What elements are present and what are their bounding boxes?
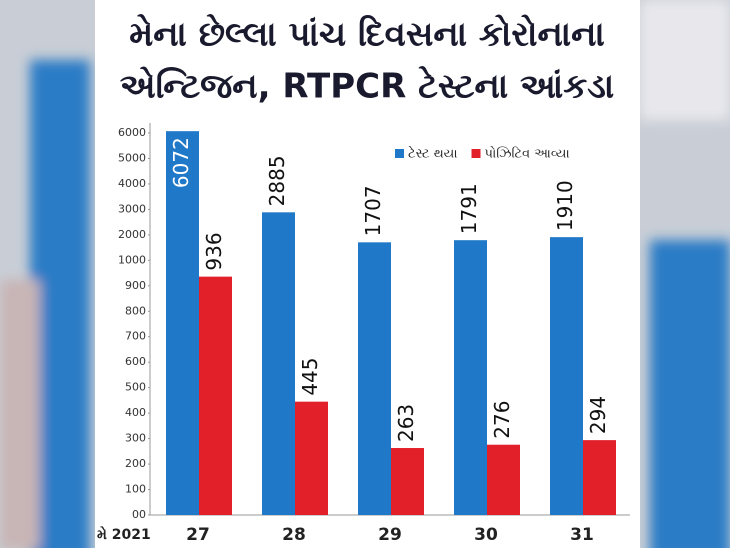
bar	[391, 448, 424, 515]
bar	[262, 212, 295, 515]
y-tick-label: 600	[125, 355, 146, 368]
value-label: 1910	[553, 180, 577, 231]
title-line: એન્ટિજન, RTPCR ટેસ્ટના આંકડા	[120, 65, 615, 106]
y-tick-label: 100	[125, 483, 146, 496]
y-tick-label: 00	[132, 508, 146, 521]
bar	[487, 444, 520, 515]
x-tick-label: 31	[570, 525, 594, 545]
bar	[583, 440, 616, 515]
x-prefix: મે 2021	[97, 525, 151, 543]
y-tick-label: 700	[125, 330, 146, 343]
value-label: 263	[394, 404, 418, 442]
value-label: 445	[298, 357, 322, 395]
y-tick-label: 1000	[118, 253, 146, 266]
x-tick-label: 30	[474, 525, 498, 545]
bar	[550, 237, 583, 515]
y-tick-label: 6000	[118, 126, 146, 139]
y-tick-label: 3000	[118, 202, 146, 215]
value-label: 276	[490, 401, 514, 439]
value-label: 294	[586, 396, 610, 434]
value-label: 2885	[265, 155, 289, 206]
y-tick-label: 900	[125, 279, 146, 292]
bar	[199, 276, 232, 515]
value-label: 1707	[361, 185, 385, 236]
bar	[166, 131, 199, 516]
legend-label: ટેસ્ટ થયા	[408, 145, 458, 161]
bar	[295, 401, 328, 515]
x-tick-label: 27	[186, 525, 210, 545]
y-tick-label: 5000	[118, 151, 146, 164]
y-tick-label: 400	[125, 406, 146, 419]
value-label: 6072	[169, 137, 193, 188]
value-label: 936	[202, 232, 226, 270]
title-line: મેના છેલ્લા પાંચ દિવસના કોરોનાના	[129, 13, 605, 54]
y-tick-label: 4000	[118, 177, 146, 190]
legend-swatch	[471, 149, 481, 158]
x-tick-label: 28	[282, 525, 306, 545]
y-tick-label: 500	[125, 381, 146, 394]
x-tick-label: 29	[378, 525, 402, 545]
value-label: 1791	[457, 183, 481, 234]
y-tick-label: 800	[125, 304, 146, 317]
legend-label: પોઝિટિવ આવ્યા	[485, 146, 570, 162]
y-tick-label: 300	[125, 432, 146, 445]
legend-swatch	[395, 149, 404, 158]
y-tick-label: 2000	[118, 228, 146, 241]
bar	[454, 240, 487, 515]
bar	[358, 242, 391, 515]
y-tick-label: 200	[125, 457, 146, 470]
